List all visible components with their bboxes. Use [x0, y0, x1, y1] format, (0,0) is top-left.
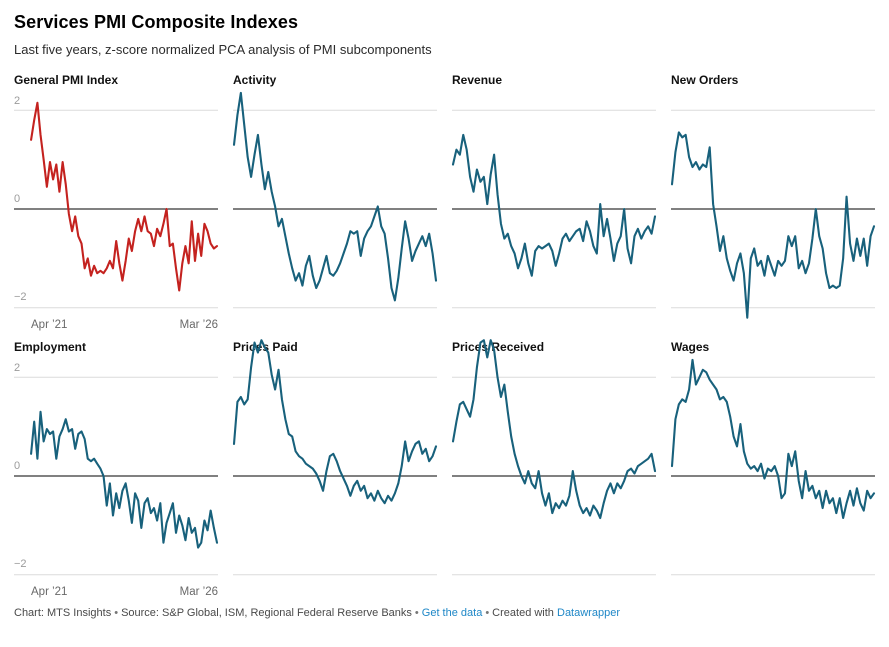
datawrapper-link[interactable]: Datawrapper	[557, 607, 620, 619]
panels-grid: General PMI Index 2 0 −2 Apr ’21 Mar ’26…	[14, 73, 875, 598]
panel-plot: 2 0 −2	[233, 93, 437, 313]
data-line-activity	[234, 93, 436, 301]
x-axis-label-end: Mar ’26	[179, 319, 218, 331]
footer-created-with: Created with	[492, 607, 554, 619]
panel-title: Employment	[14, 340, 87, 354]
x-axis-label-start: Apr ’21	[31, 586, 68, 598]
panel-title: Prices Paid	[233, 340, 298, 354]
panel-title: Wages	[671, 340, 710, 354]
chart-page: Services PMI Composite Indexes Last five…	[14, 12, 889, 598]
panel-plot: 2 0 −2	[671, 360, 875, 580]
panel-plot: 2 0 −2	[452, 360, 656, 580]
footer-credit: Chart: MTS Insights	[14, 607, 112, 619]
panel-plot: 2 0 −2	[671, 93, 875, 313]
line-chart-prices-received	[452, 360, 656, 580]
footer-separator: •	[485, 607, 490, 619]
x-axis-labels: Apr ’21 Mar ’26	[14, 580, 218, 598]
x-axis-labels: Apr ’21 Mar ’26	[14, 313, 218, 331]
data-line-general-pmi-index	[31, 103, 217, 291]
panel-prices-paid: Prices Paid 2 0 −2 Apr ’21 Mar ’26	[233, 340, 437, 595]
data-line-employment	[31, 412, 217, 548]
panel-general-pmi-index: General PMI Index 2 0 −2 Apr ’21 Mar ’26	[14, 73, 218, 331]
panel-title: New Orders	[671, 73, 739, 87]
x-axis-label-end: Mar ’26	[179, 586, 218, 598]
line-chart-new-orders	[671, 93, 875, 313]
panel-activity: Activity 2 0 −2 Apr ’21 Mar ’26	[233, 73, 437, 328]
panel-title: General PMI Index	[14, 73, 119, 87]
panel-prices-received: Prices Received 2 0 −2 Apr ’21 Mar ’26	[452, 340, 656, 595]
line-chart-employment	[14, 360, 218, 580]
panel-new-orders: New Orders 2 0 −2 Apr ’21 Mar ’26	[671, 73, 875, 328]
data-line-wages	[672, 360, 874, 518]
panel-employment: Employment 2 0 −2 Apr ’21 Mar ’26	[14, 340, 218, 598]
x-axis-label-start: Apr ’21	[31, 319, 68, 331]
panel-title: Activity	[233, 73, 277, 87]
footer-source: Source: S&P Global, ISM, Regional Federa…	[121, 607, 412, 619]
data-line-revenue	[453, 135, 655, 276]
data-line-new-orders	[672, 132, 874, 317]
data-line-prices-received	[453, 340, 655, 518]
panel-plot: 2 0 −2	[14, 360, 218, 580]
footer-separator: •	[414, 607, 419, 619]
panel-plot: 2 0 −2	[14, 93, 218, 313]
line-chart-activity	[233, 93, 437, 313]
panel-title: Revenue	[452, 73, 503, 87]
panel-plot: 2 0 −2	[452, 93, 656, 313]
line-chart-wages	[671, 360, 875, 580]
panel-wages: Wages 2 0 −2 Apr ’21 Mar ’26	[671, 340, 875, 595]
line-chart-general-pmi-index	[14, 93, 218, 313]
page-title: Services PMI Composite Indexes	[14, 12, 299, 32]
panel-title: Prices Received	[452, 340, 545, 354]
panel-revenue: Revenue 2 0 −2 Apr ’21 Mar ’26	[452, 73, 656, 328]
panel-plot: 2 0 −2	[233, 360, 437, 580]
data-line-prices-paid	[234, 340, 436, 503]
line-chart-prices-paid	[233, 360, 437, 580]
get-the-data-link[interactable]: Get the data	[421, 607, 483, 619]
footer-separator: •	[114, 607, 119, 619]
footer: Chart: MTS Insights • Source: S&P Global, …	[0, 607, 889, 619]
page-subtitle: Last five years, z-score normalized PCA …	[14, 42, 432, 57]
line-chart-revenue	[452, 93, 656, 313]
